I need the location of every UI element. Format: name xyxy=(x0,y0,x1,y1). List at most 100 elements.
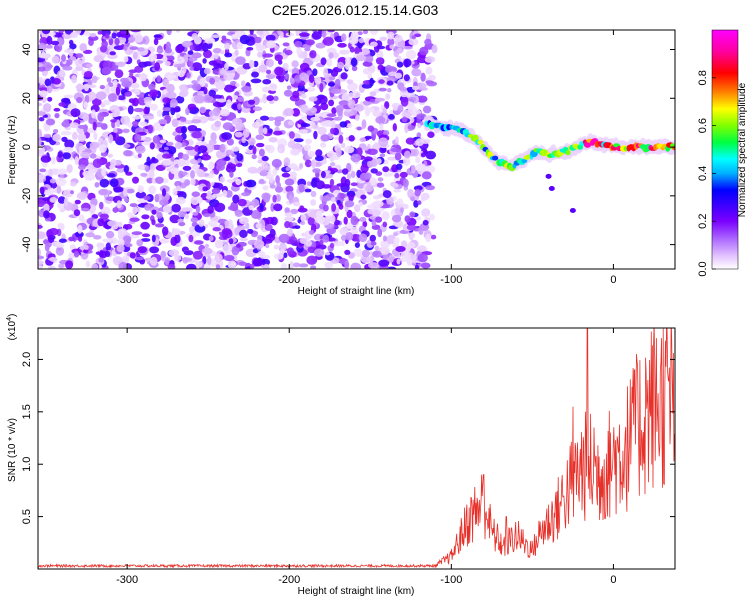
spectrogram-y-axis-label: Frequency (Hz) xyxy=(7,116,18,185)
noise-blob xyxy=(307,216,315,226)
noise-blob xyxy=(420,72,426,82)
noise-blob xyxy=(231,103,238,110)
noise-blob xyxy=(187,103,197,111)
noise-blob xyxy=(321,30,327,38)
signal-ridge xyxy=(423,115,675,213)
noise-blob xyxy=(239,237,248,242)
x-tick-label: -200 xyxy=(278,574,300,586)
noise-blob xyxy=(357,31,363,36)
noise-blob xyxy=(382,190,392,199)
noise-blob xyxy=(424,56,436,63)
noise-blob xyxy=(431,44,438,54)
noise-blob xyxy=(278,244,288,251)
noise-blob xyxy=(382,107,387,115)
noise-blob xyxy=(299,237,308,244)
noise-blob xyxy=(161,188,167,197)
noise-blob xyxy=(151,209,157,215)
noise-blob xyxy=(385,93,391,100)
noise-blob xyxy=(251,71,259,78)
noise-blob xyxy=(155,176,164,184)
noise-blob xyxy=(312,68,318,77)
noise-blob xyxy=(367,71,373,80)
noise-blob xyxy=(283,89,293,97)
noise-blob xyxy=(290,208,299,215)
noise-blob xyxy=(143,195,151,201)
noise-blob xyxy=(83,244,89,250)
noise-blob xyxy=(224,42,231,50)
noise-blob xyxy=(320,170,326,179)
noise-blob xyxy=(269,228,276,237)
noise-blob xyxy=(148,185,157,195)
noise-blob xyxy=(99,213,109,220)
noise-blob xyxy=(369,98,376,103)
noise-blob xyxy=(260,169,268,177)
noise-blob xyxy=(258,148,265,157)
noise-blob xyxy=(327,30,335,33)
noise-blob xyxy=(166,74,177,79)
noise-blob xyxy=(298,263,309,268)
noise-blob xyxy=(38,225,43,229)
noise-blob xyxy=(382,166,390,173)
noise-blob xyxy=(295,30,300,37)
noise-blob xyxy=(330,214,336,224)
noise-blob xyxy=(254,36,262,44)
noise-blob xyxy=(249,59,255,68)
noise-blob xyxy=(139,121,148,127)
noise-blob xyxy=(284,215,294,222)
noise-blob xyxy=(43,133,52,138)
noise-blob xyxy=(116,168,125,173)
noise-blob xyxy=(349,46,355,53)
noise-blob xyxy=(331,203,336,212)
noise-blob xyxy=(44,78,52,87)
noise-blob xyxy=(410,196,415,202)
noise-blob xyxy=(120,115,131,125)
noise-blobs xyxy=(38,30,438,269)
noise-blob xyxy=(214,202,226,213)
noise-blob xyxy=(102,238,113,243)
colorbar-tick-label: 0.2 xyxy=(697,214,709,229)
noise-blob xyxy=(262,79,272,85)
noise-blob xyxy=(358,37,365,44)
noise-blob xyxy=(178,221,186,227)
noise-blob xyxy=(231,118,243,126)
noise-blob xyxy=(250,78,262,84)
noise-blob xyxy=(193,94,205,104)
noise-blob xyxy=(304,188,312,193)
noise-blob xyxy=(291,60,299,68)
noise-blob xyxy=(107,220,118,227)
noise-blob xyxy=(77,124,88,129)
noise-blob xyxy=(74,199,81,205)
noise-blob xyxy=(378,137,389,147)
noise-blob xyxy=(106,173,116,178)
noise-blob xyxy=(414,33,422,38)
noise-blob xyxy=(140,172,148,177)
noise-blob xyxy=(386,266,397,269)
noise-blob xyxy=(57,196,66,204)
noise-blob xyxy=(117,238,125,247)
noise-blob xyxy=(174,254,182,262)
noise-blob xyxy=(270,216,278,226)
noise-blob xyxy=(55,134,60,141)
noise-blob xyxy=(374,245,380,251)
noise-blob xyxy=(404,59,409,68)
noise-blob xyxy=(128,234,140,239)
signal-core xyxy=(583,141,592,148)
noise-blob xyxy=(175,30,181,33)
noise-blob xyxy=(41,51,46,58)
noise-blob xyxy=(336,200,341,204)
y-tick-label: 1.5 xyxy=(21,404,33,419)
noise-blob xyxy=(379,36,388,41)
x-tick-label: -100 xyxy=(440,274,462,286)
noise-blob xyxy=(409,211,416,218)
noise-blob xyxy=(256,142,265,148)
noise-blob xyxy=(144,165,150,173)
noise-blob xyxy=(274,54,283,62)
noise-blob xyxy=(171,118,179,128)
noise-blob xyxy=(216,163,225,171)
noise-blob xyxy=(345,232,354,241)
noise-blob xyxy=(370,241,377,246)
noise-blob xyxy=(382,172,394,177)
noise-blob xyxy=(239,229,248,238)
noise-blob xyxy=(366,55,374,63)
signal-core xyxy=(477,139,484,145)
